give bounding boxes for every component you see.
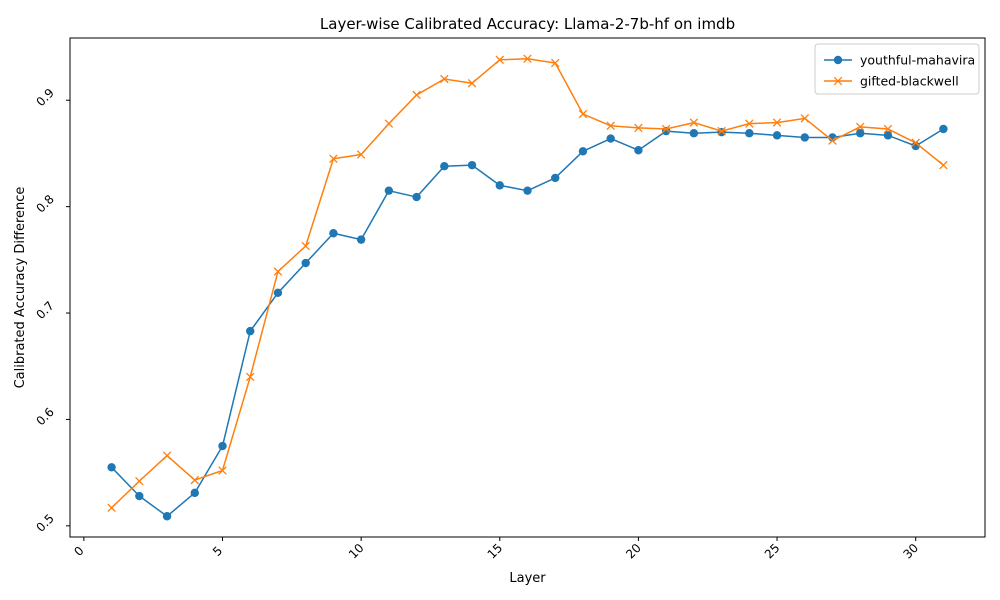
data-point	[135, 476, 144, 486]
plot-area	[107, 54, 948, 521]
legend-label: gifted-blackwell	[860, 74, 959, 89]
data-point	[689, 129, 699, 138]
data-point	[606, 121, 615, 131]
data-point	[800, 133, 809, 142]
data-point	[661, 124, 671, 134]
data-point	[440, 162, 449, 171]
legend-label: youthful-mahavira	[860, 53, 975, 68]
data-point	[717, 126, 726, 136]
data-point	[939, 124, 948, 134]
data-point	[606, 134, 615, 143]
legend-item: gifted-blackwell	[824, 74, 959, 89]
data-point	[218, 466, 227, 475]
data-point	[329, 229, 338, 238]
data-point	[772, 131, 782, 140]
data-point	[523, 54, 532, 64]
data-point	[162, 512, 172, 521]
data-point	[107, 463, 116, 472]
data-point	[745, 119, 754, 128]
data-point	[467, 78, 477, 88]
data-point	[856, 129, 865, 138]
data-point	[578, 147, 588, 156]
legend-item: youthful-mahavira	[824, 53, 975, 68]
plot-frame	[69, 37, 986, 538]
data-point	[800, 114, 810, 123]
data-point	[190, 488, 199, 498]
data-point	[634, 123, 643, 133]
data-point	[135, 491, 144, 501]
data-point	[550, 58, 560, 68]
legend-marker	[833, 76, 843, 86]
data-point	[939, 160, 948, 170]
data-point	[745, 129, 754, 138]
data-point	[356, 150, 366, 159]
data-point	[245, 372, 255, 382]
data-point	[329, 154, 338, 164]
data-point	[467, 160, 477, 170]
data-point	[883, 131, 893, 140]
y-axis-label: Calibrated Accuracy Difference	[13, 187, 28, 389]
data-point	[495, 55, 505, 65]
legend-marker	[833, 55, 843, 65]
data-point	[301, 258, 310, 268]
data-point	[384, 186, 394, 195]
data-point	[717, 127, 726, 137]
data-point	[495, 181, 504, 190]
data-point	[551, 173, 560, 183]
data-point	[218, 441, 227, 451]
data-point	[107, 503, 116, 513]
data-point	[190, 475, 200, 485]
series-gifted-blackwell	[107, 54, 948, 513]
data-point	[273, 288, 283, 298]
chart-title: Layer-wise Calibrated Accuracy: Llama-2-…	[320, 15, 735, 33]
data-point	[273, 267, 283, 276]
legend: youthful-mahavira gifted-blackwell	[814, 43, 980, 95]
data-point	[883, 124, 893, 134]
data-point	[440, 74, 449, 84]
data-point	[855, 122, 865, 132]
data-point	[689, 118, 699, 127]
legend-box	[814, 43, 980, 95]
data-point	[772, 118, 782, 127]
data-point	[911, 138, 920, 148]
data-point	[356, 235, 366, 244]
data-point	[523, 186, 532, 195]
data-point	[634, 146, 643, 155]
data-point	[162, 451, 172, 460]
data-point	[412, 90, 421, 100]
x-axis-label: Layer	[509, 571, 546, 586]
data-point	[828, 136, 837, 145]
data-point	[578, 109, 588, 119]
data-point	[384, 119, 394, 128]
data-point	[301, 241, 310, 251]
data-point	[246, 326, 255, 336]
data-point	[412, 192, 421, 202]
